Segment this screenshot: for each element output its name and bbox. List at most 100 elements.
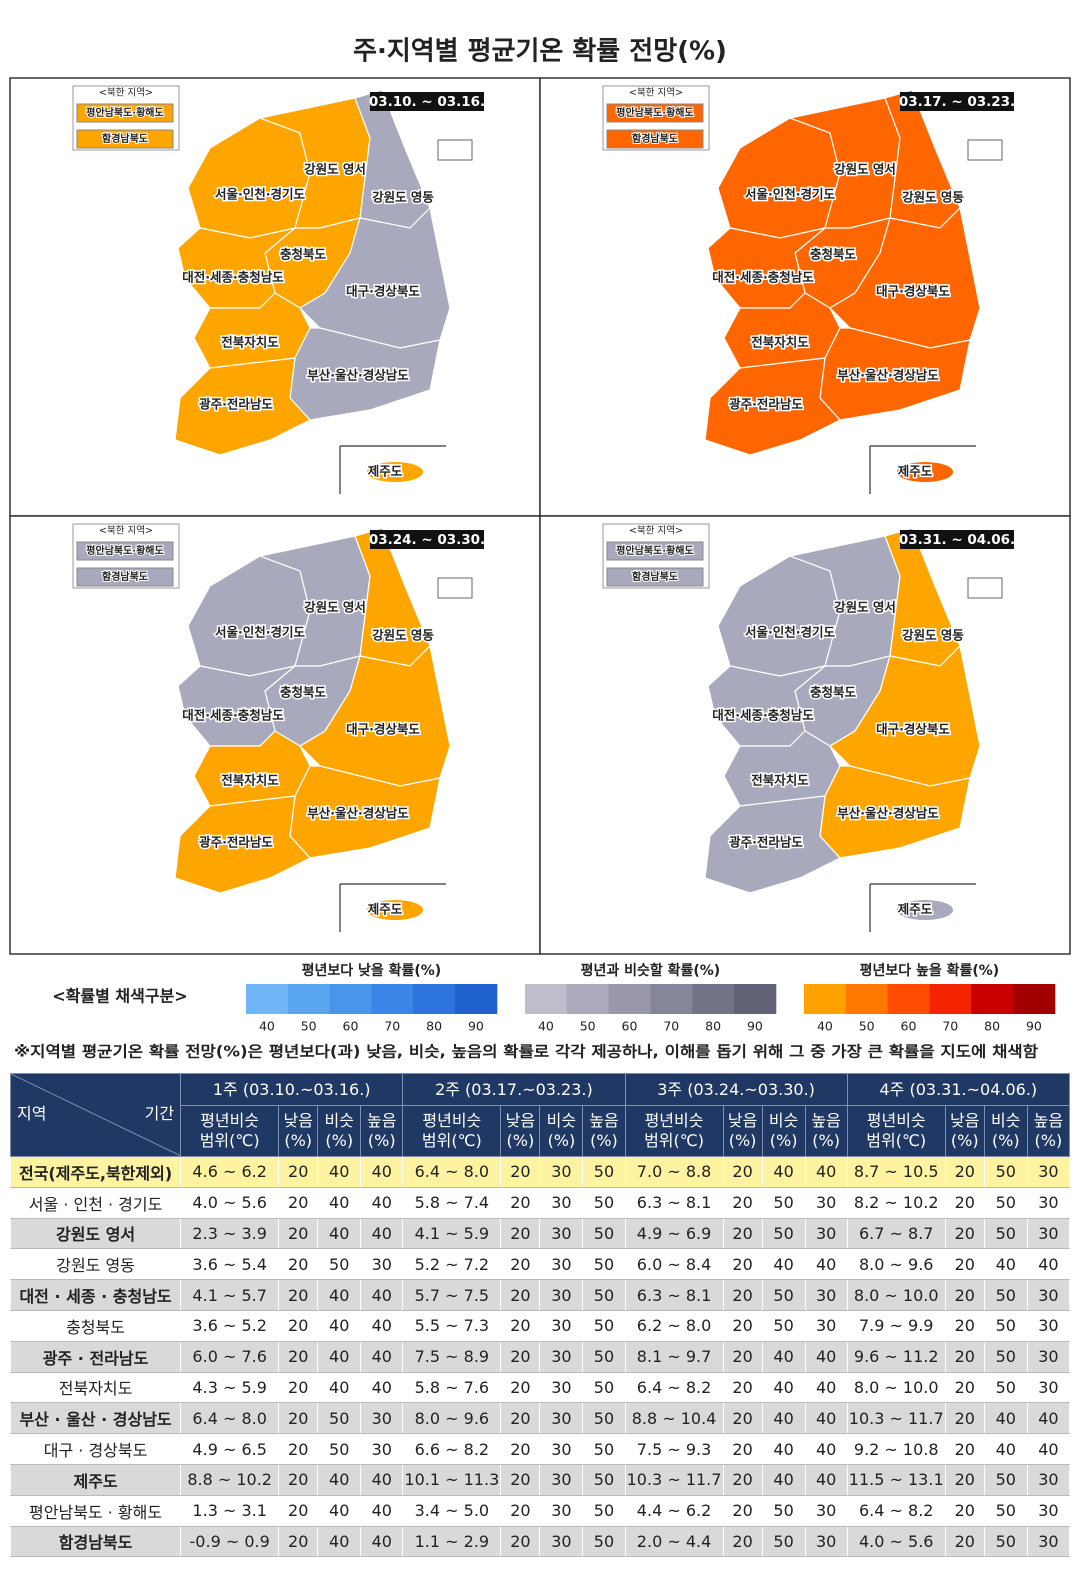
region-label: 강원도 영동	[372, 190, 434, 205]
range-cell: 6.3 ~ 8.1	[624, 1279, 724, 1311]
table-row: 광주 · 전라남도 6.0 ~ 7.6 20 40 40 7.5 ~ 8.9 20 30 50 8…	[9, 1340, 1071, 1373]
sub-header-line: 평년비슷	[200, 1111, 260, 1130]
percent-cell: 30	[1026, 1494, 1071, 1527]
range-cell: 4.4 ~ 6.2	[624, 1494, 724, 1527]
sub-header: 평년비슷 범위(℃)	[846, 1105, 946, 1157]
sub-header-line: 비슷	[546, 1111, 577, 1130]
forecast-table: 지역 기간 1주 (03.10.~03.16.) 2주 (03.17.~03.23.)…	[9, 1073, 1071, 1558]
percent-cell: 20	[722, 1217, 763, 1250]
range-cell: 4.1 ~ 5.9	[402, 1217, 502, 1250]
percent-cell: 40	[317, 1309, 362, 1342]
legend-swatch	[608, 984, 651, 1014]
region-label: 대전·세종·충청남도	[182, 270, 284, 285]
region-name: 대전 · 세종 · 충청남도	[9, 1279, 182, 1311]
period-box	[370, 92, 484, 111]
range-cell: 6.6 ~ 8.2	[402, 1433, 502, 1465]
legend-tick-label: 90	[747, 1019, 763, 1034]
sub-header-line: 낮음	[727, 1111, 758, 1130]
legend-tick-label: 40	[817, 1019, 833, 1034]
sub-header: 높음 (%)	[804, 1105, 848, 1157]
diagonal	[11, 1074, 180, 1156]
nk-region	[606, 541, 704, 561]
percent-cell: 20	[500, 1156, 541, 1188]
region-name: 함경남북도	[9, 1525, 182, 1558]
percent-cell: 20	[944, 1494, 985, 1527]
header-row: 지역 기간 1주 (03.10.~03.16.) 2주 (03.17.~03.23.)…	[9, 1073, 1071, 1157]
percent-cell: 50	[983, 1494, 1028, 1527]
sub-header-line: 높음	[367, 1111, 397, 1130]
percent-cell: 30	[539, 1402, 584, 1435]
legend-title: <확률별 채색구분>	[52, 987, 187, 1006]
percent-cell: 20	[722, 1248, 763, 1281]
percent-cell: 30	[539, 1217, 584, 1250]
legend-tick-label: 50	[301, 1019, 317, 1034]
range-cell: 8.0 ~ 10.0	[846, 1279, 946, 1311]
percent-cell: 20	[500, 1279, 541, 1311]
percent-cell: 20	[944, 1433, 985, 1465]
percent-cell: 40	[804, 1463, 848, 1496]
range-cell: 3.4 ~ 5.0	[402, 1494, 502, 1527]
sub-header-line: 비슷	[768, 1111, 799, 1130]
table-row: 서울 · 인천 · 경기도 4.0 ~ 5.6 20 40 40 5.8 ~ 7.4 20 3…	[9, 1186, 1071, 1219]
range-cell: 6.4 ~ 8.0	[402, 1156, 502, 1188]
legend-swatch	[692, 984, 735, 1014]
range-cell: 5.7 ~ 7.5	[402, 1279, 502, 1311]
table-row: 강원도 영동 3.6 ~ 5.4 20 50 30 5.2 ~ 7.2 20 30 50 6.0 …	[9, 1248, 1071, 1281]
percent-cell: 30	[539, 1248, 584, 1281]
percent-cell: 20	[944, 1463, 985, 1496]
percent-cell: 20	[278, 1217, 319, 1250]
region-label: 제주도	[898, 464, 933, 479]
region-label: 충청북도	[810, 247, 857, 262]
percent-cell: 30	[804, 1309, 848, 1342]
table-row: 함경남북도 -0.9 ~ 0.9 20 40 40 1.1 ~ 2.9 20 30 50 2.0 …	[9, 1525, 1071, 1558]
compass-box	[967, 139, 1003, 161]
range-cell: 7.9 ~ 9.9	[846, 1309, 946, 1342]
percent-cell: 20	[722, 1309, 763, 1342]
range-cell: 6.4 ~ 8.2	[624, 1371, 724, 1404]
percent-cell: 50	[983, 1156, 1028, 1188]
percent-cell: 20	[500, 1525, 541, 1558]
week-header: 3주 (03.24.~03.30.)	[624, 1073, 848, 1106]
sub-header: 낮음 (%)	[944, 1105, 985, 1157]
compass-box	[437, 577, 473, 599]
region-label: 서울·인천·경기도	[215, 625, 305, 640]
percent-cell: 40	[1026, 1248, 1071, 1281]
percent-cell: 40	[804, 1402, 848, 1435]
subheader-row: 평년비슷 범위(℃) 낮음 (%) 비슷 (%) 높음 (%) 평년비슷 범위(℃) 낮음 (%) 비슷…	[11, 1105, 1071, 1157]
range-cell: 8.8 ~ 10.2	[180, 1463, 280, 1496]
percent-cell: 50	[761, 1494, 806, 1527]
percent-cell: 40	[317, 1371, 362, 1404]
nk-region	[76, 103, 174, 123]
sub-header-line: (%)	[812, 1131, 840, 1150]
percent-cell: 30	[1026, 1156, 1071, 1188]
percent-cell: 50	[761, 1217, 806, 1250]
percent-cell: 30	[1026, 1309, 1071, 1342]
percent-cell: 40	[360, 1494, 404, 1527]
percent-cell: 20	[722, 1156, 763, 1188]
percent-cell: 30	[539, 1186, 584, 1219]
percent-cell: 20	[278, 1340, 319, 1373]
percent-cell: 30	[539, 1463, 584, 1496]
percent-cell: 30	[539, 1340, 584, 1373]
percent-cell: 50	[317, 1248, 362, 1281]
percent-cell: 50	[582, 1494, 626, 1527]
range-cell: 8.1 ~ 9.7	[624, 1340, 724, 1373]
map-region	[367, 462, 423, 482]
percent-cell: 50	[582, 1279, 626, 1311]
percent-cell: 50	[761, 1309, 806, 1342]
percent-cell: 50	[582, 1463, 626, 1496]
range-cell: 8.0 ~ 9.6	[846, 1248, 946, 1281]
legend-swatch	[845, 984, 889, 1014]
legend-tick-label: 80	[426, 1019, 442, 1034]
percent-cell: 40	[804, 1340, 848, 1373]
region-label: 제주도	[368, 464, 403, 479]
sub-header: 비슷 (%)	[983, 1105, 1028, 1157]
legend-swatch	[246, 984, 289, 1014]
percent-cell: 50	[317, 1402, 362, 1435]
percent-cell: 20	[500, 1248, 541, 1281]
percent-cell: 40	[317, 1463, 362, 1496]
sub-header-line: 범위(℃)	[421, 1131, 482, 1150]
footnote: ※지역별 평균기온 확률 전망(%)은 평년보다(과) 낮음, 비슷, 높음의 …	[14, 1043, 1038, 1061]
region-label: 광주·전라남도	[729, 835, 803, 850]
